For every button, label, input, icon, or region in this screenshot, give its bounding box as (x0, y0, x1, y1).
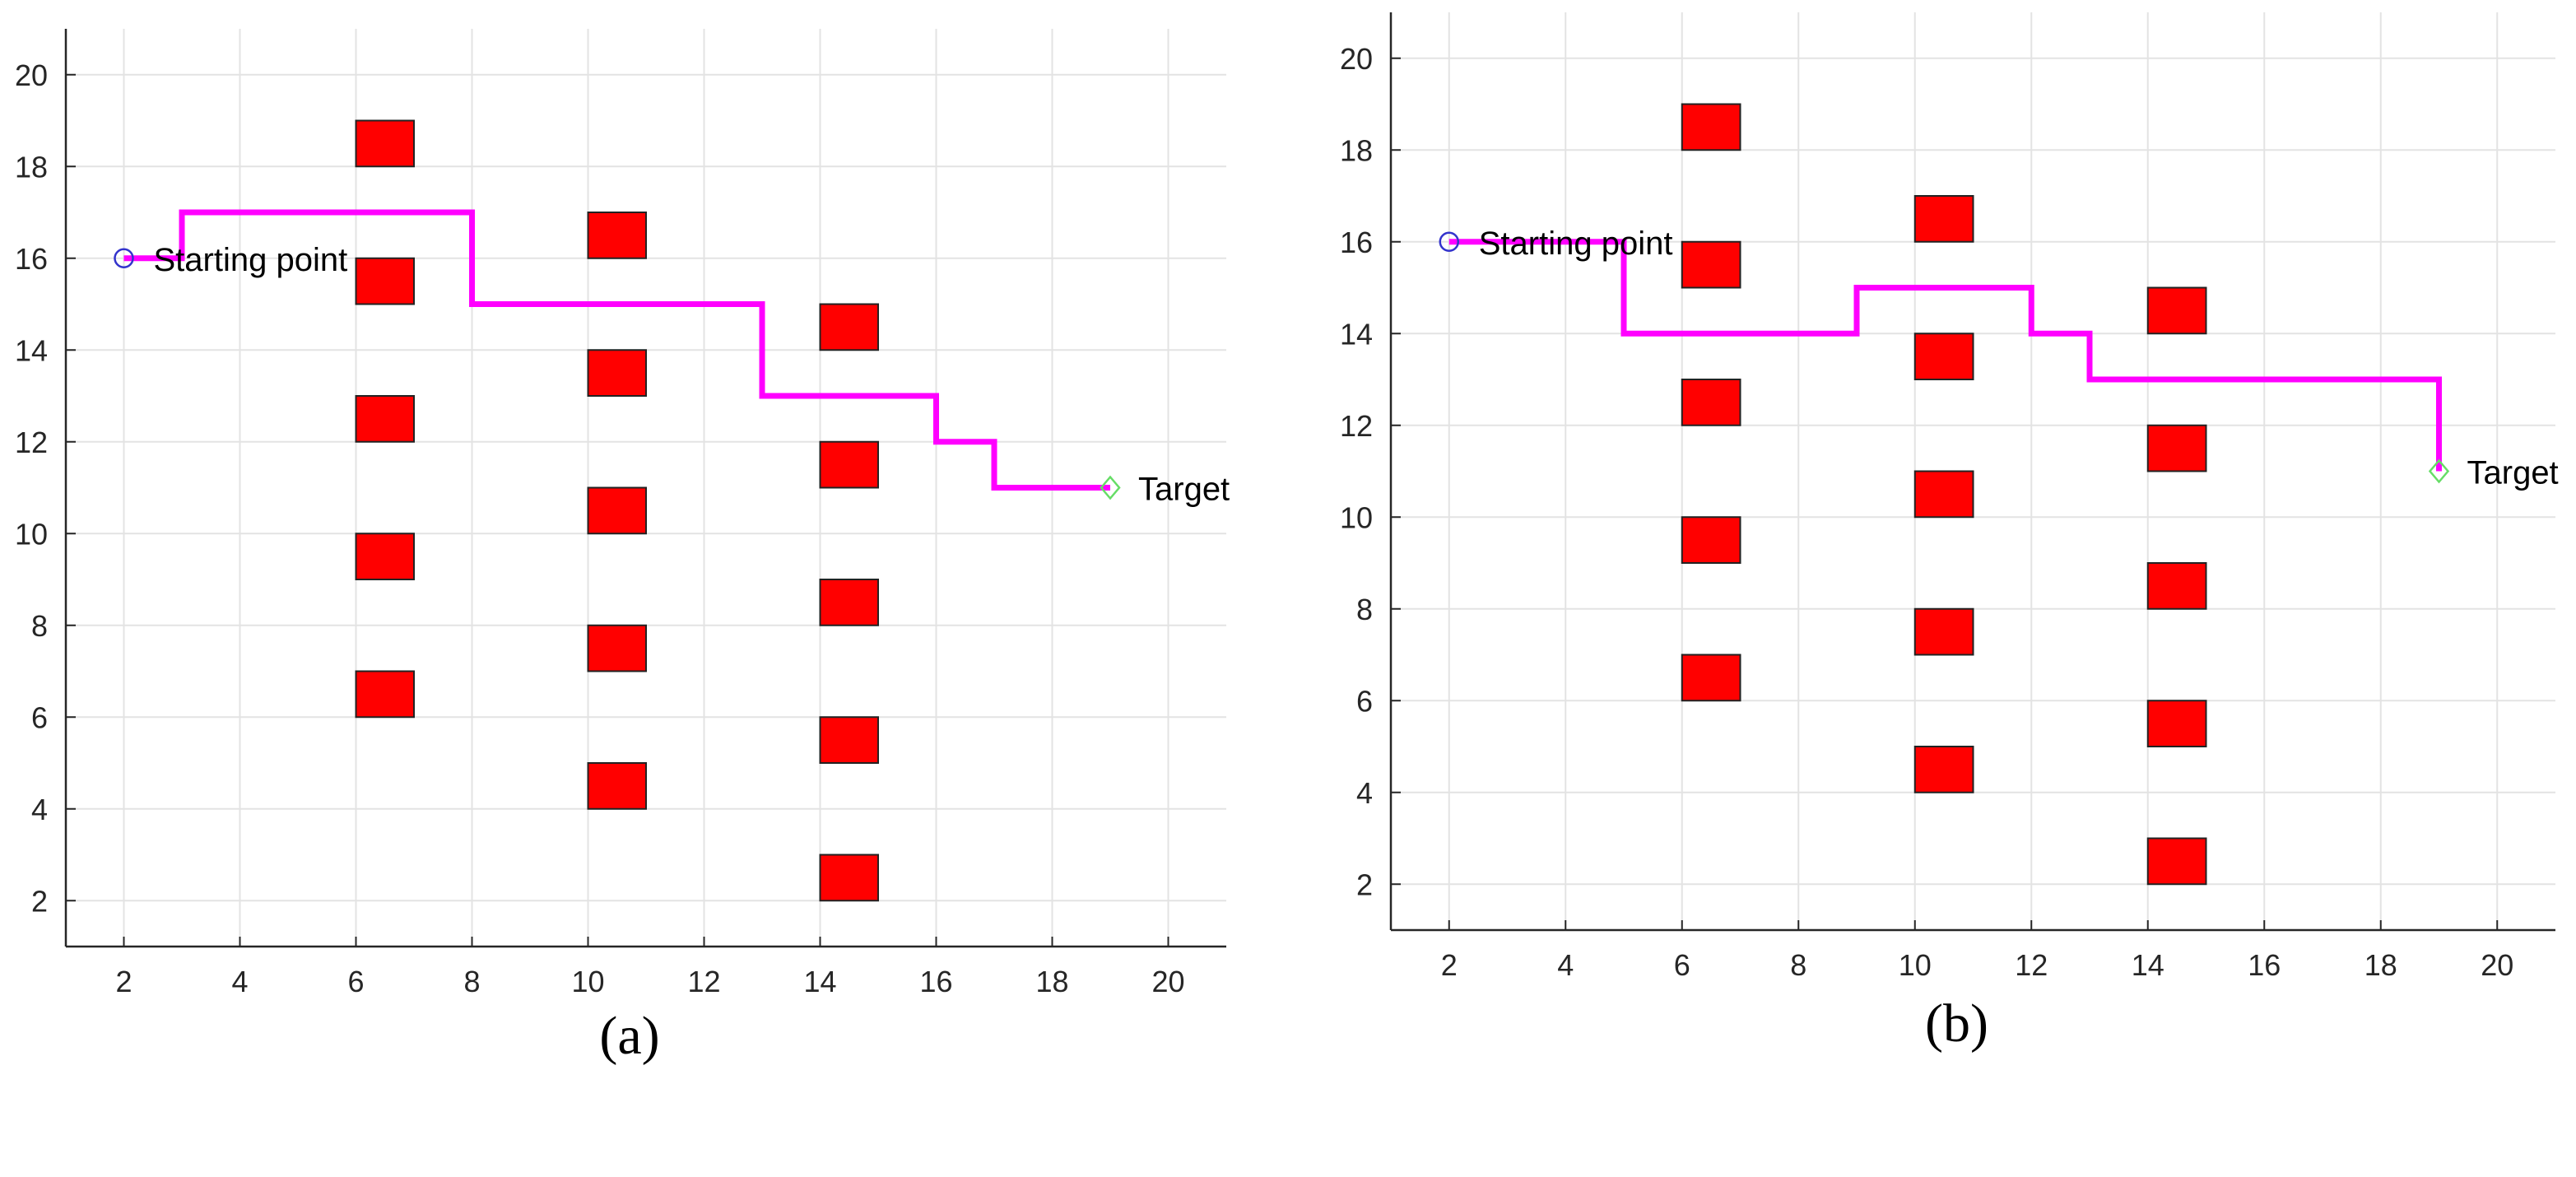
panel-b-x-tick-label: 6 (1674, 948, 1690, 982)
panel-b-target-marker (2428, 458, 2450, 484)
panel-a-obstacle (819, 579, 879, 626)
panel-b-obstacle (2146, 424, 2207, 472)
panel-a-y-tick-label: 12 (15, 426, 48, 459)
panel-a-obstacle (587, 349, 647, 397)
panel-b-y-tick-label: 16 (1340, 226, 1373, 259)
panel-b-x-tick-label: 18 (2364, 948, 2397, 982)
panel-a-start-label: Starting point (154, 242, 348, 278)
panel-a-y-tick-label: 10 (15, 517, 48, 551)
panel-a-path (123, 209, 1110, 491)
panel-a-y-tick-label: 4 (31, 793, 48, 826)
panel-b-start-label: Starting point (1479, 226, 1673, 262)
panel-a-y-tick-label: 16 (15, 242, 48, 276)
panel-b-obstacle (2146, 562, 2207, 610)
panel-a-y-tick-label: 6 (31, 700, 48, 734)
panel-a-obstacle (355, 119, 415, 168)
panel-a-obstacle (355, 257, 415, 305)
panel-b-y-tick-label: 2 (1356, 868, 1373, 901)
panel-a-x-tick-label: 6 (347, 965, 364, 998)
panel-b-obstacle (1681, 516, 1741, 564)
panel-b-x-tick-label: 14 (2132, 948, 2164, 982)
panel-a-y-tick-label: 14 (15, 333, 48, 367)
panel-b-x-tick-label: 16 (2248, 948, 2281, 982)
panel-b-x-tick-label: 8 (1790, 948, 1806, 982)
panel-b-y-tick-label: 4 (1356, 776, 1373, 810)
panel-a-x-tick-label: 18 (1035, 965, 1068, 998)
panel-a-target-marker (1100, 475, 1121, 500)
panel-b-obstacle (1681, 654, 1741, 702)
panel-a-y-tick-label: 8 (31, 609, 48, 643)
panel-a-x-tick-label: 20 (1151, 965, 1184, 998)
panel-b-start-marker (1439, 231, 1459, 252)
panel-b: 2 4 6 8 10 12 14 16 18 20 2 4 6 8 10 12 14 16 18 20 Starting… (1340, 12, 2559, 1054)
panel-a-x-tick-label: 2 (115, 965, 132, 998)
panel-a-obstacle (587, 486, 647, 535)
panel-a-x-tick-label: 12 (687, 965, 720, 998)
panel-b-x-tick-label: 20 (2481, 948, 2513, 982)
panel-a-obstacle (587, 624, 647, 672)
panel-a-start-marker (114, 248, 134, 268)
panel-b-x-tick-label: 4 (1557, 948, 1574, 982)
panel-a-x-tick-label: 8 (463, 965, 480, 998)
panel-a-obstacle (819, 716, 879, 764)
panel-a-obstacle (587, 212, 647, 259)
panel-b-obstacle (2146, 700, 2207, 747)
panel-a-y-tick-label: 2 (31, 884, 48, 918)
panel-a-y-tick-label: 20 (15, 58, 48, 92)
panel-b-y-tick-label: 10 (1340, 500, 1373, 534)
panel-a-obstacle (355, 395, 415, 443)
panel-b-y-tick-label: 18 (1340, 133, 1373, 167)
panel-a-obstacle (355, 670, 415, 719)
panel-b-caption: (b) (1925, 993, 1988, 1054)
panel-b-obstacle (1913, 470, 1974, 519)
panel-b-obstacle (1681, 379, 1741, 426)
panel-b-obstacle (2146, 837, 2207, 886)
panel-b-x-tick-label: 12 (2015, 948, 2048, 982)
panel-a-target-label: Target (1138, 472, 1230, 508)
panel-a-obstacle (587, 762, 647, 810)
panel-a-obstacle (355, 533, 415, 580)
panel-b-obstacle (2146, 286, 2207, 335)
panel-b-x-tick-label: 2 (1441, 948, 1458, 982)
panel-a-x-tick-label: 4 (231, 965, 248, 998)
panel-b-y-tick-label: 6 (1356, 684, 1373, 718)
panel-a-obstacle (819, 854, 879, 902)
panel-a-x-tick-label: 16 (919, 965, 952, 998)
panel-b-path (1448, 239, 2442, 472)
panel-b-x-tick-label: 10 (1899, 948, 1932, 982)
panel-a-obstacle (819, 440, 879, 489)
panel-b-obstacle (1913, 333, 1974, 380)
panel-b-obstacle (1913, 195, 1974, 243)
panel-b-y-tick-label: 8 (1356, 593, 1373, 626)
panel-a-y-tick-label: 18 (15, 150, 48, 184)
panel-a-obstacle (819, 303, 879, 351)
panel-b-y-tick-label: 20 (1340, 42, 1373, 76)
panel-b-y-tick-label: 12 (1340, 409, 1373, 443)
panel-b-obstacle (1913, 607, 1974, 656)
panel-b-target-label: Target (2467, 455, 2559, 491)
panel-a: 2 4 6 8 10 12 14 16 18 20 2 4 6 8 10 12 14 16 18 20 Starting… (15, 29, 1230, 1066)
panel-b-y-tick-label: 14 (1340, 317, 1373, 351)
panel-b-obstacle (1681, 240, 1741, 289)
panel-b-obstacle (1913, 746, 1974, 793)
panel-b-obstacle (1681, 103, 1741, 151)
panel-a-x-tick-label: 10 (571, 965, 604, 998)
panel-a-x-tick-label: 14 (803, 965, 836, 998)
panel-a-caption: (a) (599, 1006, 659, 1066)
